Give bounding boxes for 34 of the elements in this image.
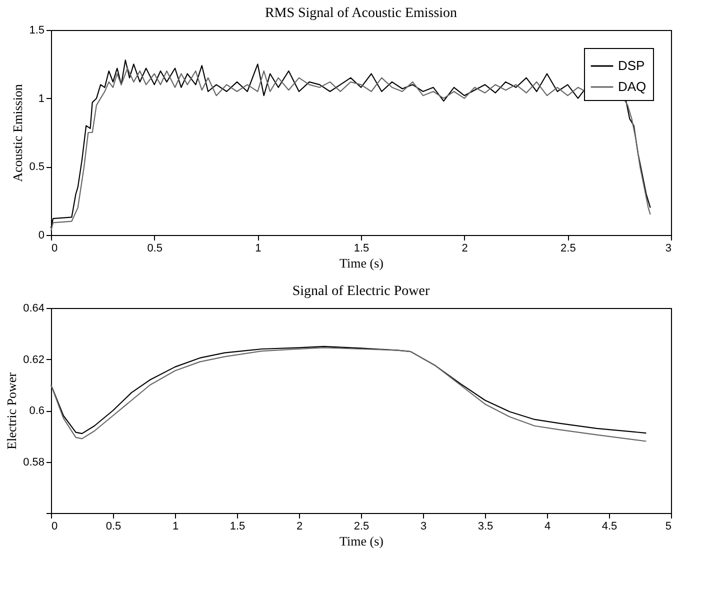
legend-label: DSP [618, 58, 645, 73]
x-tick-label: 2.5 [354, 520, 370, 532]
x-tick-label: 0 [52, 520, 58, 532]
x-axis-title: Time (s) [340, 534, 384, 548]
y-tick-label: 0.58 [23, 456, 44, 468]
chart-title: RMS Signal of Acoustic Emission [264, 6, 458, 21]
x-tick-label: 0.5 [147, 242, 162, 254]
x-tick-label: 4.5 [602, 520, 618, 532]
legend-label: DAQ [618, 79, 646, 94]
x-tick-label: 0.5 [106, 520, 122, 532]
x-tick-label: 1.5 [230, 520, 246, 532]
y-axis-title: Acoustic Emission [10, 84, 26, 182]
x-tick-label: 1 [255, 242, 262, 254]
y-tick-label: 0.64 [23, 302, 44, 314]
y-tick-label: 0.5 [29, 161, 44, 174]
y-tick-label: 0.62 [23, 354, 44, 366]
x-tick-label: 5 [665, 520, 672, 532]
x-tick-label: 3 [420, 520, 427, 532]
x-tick-label: 1.5 [354, 242, 370, 254]
y-tick-label: 0 [38, 230, 44, 242]
x-tick-label: 2 [462, 242, 468, 254]
y-tick-label: 1 [38, 92, 44, 105]
y-axis-title: Electric Power [4, 372, 20, 450]
x-tick-label: 0 [52, 242, 58, 254]
y-tick-label: 1.5 [29, 24, 44, 36]
x-axis-title: Time (s) [340, 256, 384, 270]
x-tick-label: 4 [544, 520, 551, 532]
y-tick-label: 0.6 [29, 405, 44, 417]
x-tick-label: 2.5 [560, 242, 576, 254]
x-tick-label: 1 [172, 520, 179, 532]
x-tick-label: 3.5 [478, 520, 494, 532]
chart-title: Signal of Electric Power [292, 284, 430, 299]
x-tick-label: 2 [296, 520, 303, 532]
x-tick-label: 3 [665, 242, 672, 254]
